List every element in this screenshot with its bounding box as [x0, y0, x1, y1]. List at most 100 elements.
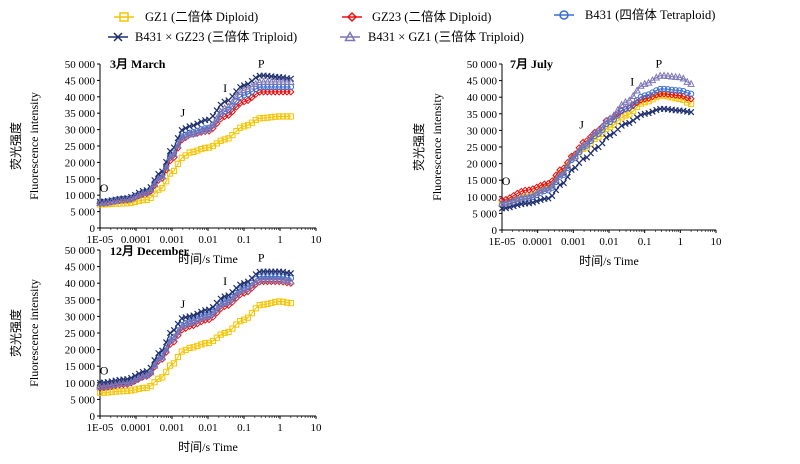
data-point-gz23 — [287, 88, 295, 96]
y-tick-label: 20 000 — [65, 345, 96, 357]
data-point-b431xgz23 — [155, 349, 162, 357]
data-point-gz1 — [155, 186, 162, 193]
data-point-b431xgz1 — [115, 379, 124, 387]
data-point-gz1 — [252, 305, 259, 312]
chart-december: 0 5 000 10 000 15 000 20 000 25 000 30 000 35 0… — [8, 244, 322, 454]
data-point-b431xgz23 — [572, 164, 579, 171]
legend-item-gz23[interactable]: GZ23 (二倍体 Diploid) — [342, 9, 491, 24]
data-point-gz1 — [159, 185, 166, 192]
data-point-gz1 — [614, 117, 621, 125]
data-point-b431xgz23 — [606, 132, 614, 139]
data-point-gz1 — [221, 136, 228, 143]
legend-item-gz1[interactable]: GZ1 (二倍体 Diploid) — [114, 9, 258, 24]
data-point-b431xgz1 — [158, 172, 167, 180]
data-point-gz1 — [194, 342, 201, 350]
data-point-b431 — [610, 116, 618, 123]
data-point-b431xgz1 — [201, 312, 209, 320]
data-point-b431 — [629, 101, 637, 108]
data-point-b431xgz1 — [671, 72, 680, 80]
ojip-label-j: J — [181, 105, 186, 119]
series-line-gz23 — [99, 281, 291, 389]
y-axis-label-en: Fluorescence intensity — [430, 93, 444, 201]
data-point-gz1 — [163, 178, 170, 185]
data-point-b431xgz23 — [548, 192, 556, 200]
data-point-gz1 — [139, 384, 146, 392]
data-point-gz1 — [225, 328, 232, 335]
data-point-b431xgz1 — [575, 146, 584, 154]
data-point-b431 — [641, 92, 648, 99]
data-point-b431xgz1 — [150, 179, 159, 187]
data-point-b431xgz23 — [529, 199, 537, 206]
data-point-gz1 — [124, 387, 131, 395]
data-point-b431 — [275, 273, 283, 280]
data-point-b431xgz1 — [687, 79, 695, 87]
data-point-b431 — [664, 86, 672, 93]
series-b431xgz1 — [96, 77, 295, 206]
data-point-gz1 — [241, 316, 248, 323]
data-point-gz1 — [198, 341, 205, 348]
data-point-b431 — [279, 273, 287, 281]
data-point-gz1 — [205, 144, 213, 151]
y-axis-label-en: Fluorescence intensity — [27, 92, 41, 200]
y-tick-label: 50 000 — [65, 245, 96, 257]
y-axis-label-cn: 荧光强度 — [8, 309, 23, 357]
data-point-b431 — [159, 352, 166, 359]
data-point-b431xgz23 — [545, 195, 552, 202]
data-point-b431xgz1 — [201, 125, 209, 133]
data-point-gz1 — [264, 300, 271, 308]
data-point-b431 — [653, 87, 660, 94]
y-tick-label: 0 — [90, 223, 96, 235]
data-point-b431 — [283, 274, 291, 281]
data-point-b431xgz1 — [213, 305, 221, 313]
data-point-b431 — [272, 273, 279, 280]
data-point-b431xgz1 — [625, 96, 634, 104]
data-point-b431xgz1 — [287, 277, 295, 285]
data-point-gz1 — [268, 299, 275, 307]
legend-item-b431[interactable]: B431 (四倍体 Tetraploid) — [554, 7, 715, 22]
y-axis-label-cn: 荧光强度 — [8, 122, 23, 170]
ojip-label-p: P — [258, 56, 265, 70]
data-point-gz1 — [120, 388, 127, 395]
data-point-gz1 — [279, 113, 287, 120]
data-point-gz1 — [233, 321, 240, 328]
series-b431 — [96, 273, 295, 390]
chart-march: 0 5 000 10 000 15 000 20 000 25 000 30 000 35 0… — [8, 56, 322, 266]
y-tick-label: 35 000 — [65, 295, 96, 307]
legend-item-b431xgz23[interactable]: B431 × GZ23 (三倍体 Triploid) — [108, 29, 297, 44]
series-line-gz1 — [99, 300, 291, 394]
data-point-b431xgz23 — [602, 134, 610, 141]
data-point-gz1 — [147, 382, 154, 390]
data-point-gz1 — [237, 124, 244, 131]
data-point-b431xgz23 — [198, 308, 205, 315]
data-point-b431xgz23 — [217, 295, 224, 302]
data-point-b431xgz23 — [240, 279, 248, 287]
data-point-b431xgz1 — [664, 71, 672, 79]
data-point-gz1 — [202, 144, 209, 152]
y-tick-label: 25 000 — [65, 141, 96, 153]
data-point-b431xgz1 — [162, 163, 171, 171]
data-point-b431xgz1 — [548, 181, 556, 189]
data-point-b431 — [264, 273, 271, 280]
x-tick-label: 0.01 — [198, 422, 217, 434]
data-point-b431xgz23 — [166, 329, 174, 337]
x-tick-label: 1 — [277, 234, 283, 246]
ojip-label-o: O — [100, 181, 109, 195]
x-tick-label: 10 — [711, 236, 723, 248]
data-point-b431 — [676, 87, 683, 94]
data-point-gz1 — [174, 160, 181, 167]
y-tick-label: 15 000 — [65, 174, 96, 186]
data-point-gz1 — [198, 145, 205, 153]
data-point-b431xgz23 — [637, 111, 645, 119]
data-point-b431 — [672, 87, 679, 94]
data-point-gz1 — [276, 298, 283, 305]
data-point-b431xgz23 — [244, 80, 252, 88]
legend-item-b431xgz1[interactable]: B431 × GZ1 (三倍体 Triploid) — [340, 29, 524, 44]
x-axis-label: 时间/s Time — [579, 254, 639, 268]
series-line-b431 — [99, 276, 291, 387]
data-point-b431xgz23 — [198, 118, 205, 125]
data-point-b431xgz23 — [236, 83, 244, 91]
data-point-b431xgz23 — [591, 145, 598, 153]
circle-marker-icon — [559, 10, 569, 20]
data-point-b431xgz23 — [599, 140, 606, 147]
